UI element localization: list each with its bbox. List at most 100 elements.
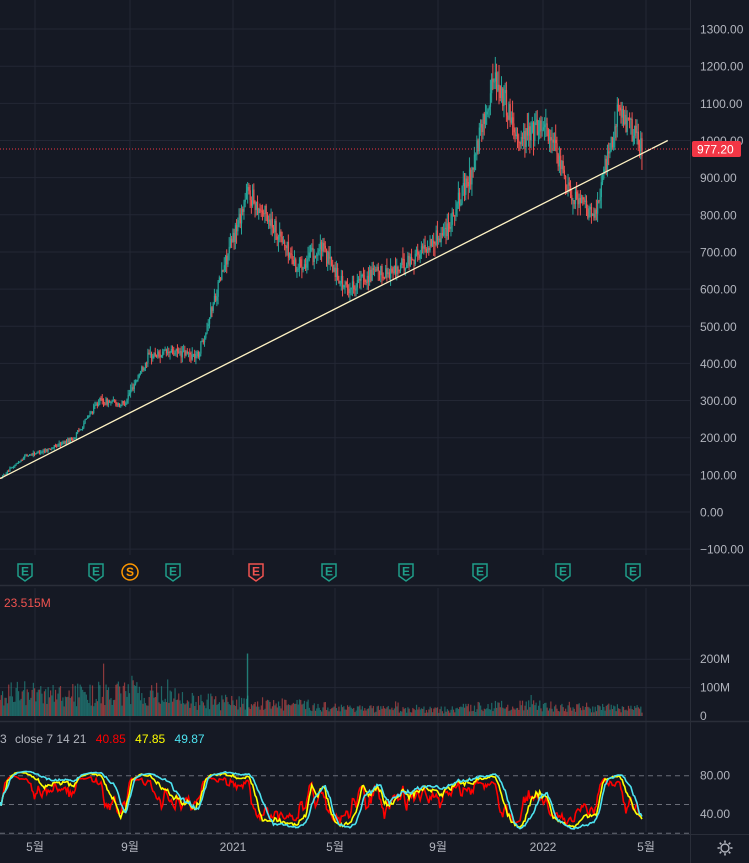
candle-body <box>593 213 595 218</box>
candle-body <box>395 265 397 275</box>
event-label: E <box>629 565 637 579</box>
volume-bar <box>100 703 102 716</box>
volume-bar <box>29 699 31 716</box>
event-marker-E[interactable]: E <box>88 563 104 582</box>
candle-body <box>631 118 633 142</box>
volume-bar <box>523 710 525 716</box>
candle-body <box>330 256 333 265</box>
volume-bar <box>119 686 121 716</box>
candle-body <box>206 325 208 334</box>
candle-body <box>333 267 335 272</box>
candle-body <box>154 352 156 357</box>
volume-bar <box>175 699 177 716</box>
volume-bar <box>584 706 586 716</box>
candle-body <box>10 467 12 469</box>
candle-body <box>266 213 269 222</box>
event-marker-E[interactable]: E <box>321 563 337 582</box>
volume-bar <box>544 702 546 716</box>
candle-body <box>296 269 298 272</box>
volume-bar <box>122 685 124 716</box>
volume-bar <box>194 705 196 716</box>
volume-bar <box>138 686 140 716</box>
event-marker-E[interactable]: E <box>625 563 641 582</box>
candle-body <box>471 167 473 185</box>
volume-bar <box>460 706 462 716</box>
volume-bar <box>438 712 440 716</box>
candle-body <box>404 268 407 271</box>
volume-bar <box>404 708 407 716</box>
volume-bar <box>627 705 630 716</box>
volume-bar <box>590 712 593 716</box>
volume-bar <box>344 709 346 716</box>
time-axis[interactable]: 5월 9월 2021 5월 9월 2022 5월 <box>26 840 655 854</box>
candle-body <box>372 268 375 270</box>
event-marker-S[interactable]: S <box>121 563 139 581</box>
candle-body <box>47 448 49 452</box>
candle-body <box>204 337 206 343</box>
price-axis[interactable]: 1300.001200.001100.001000.00900.00800.00… <box>700 23 744 557</box>
candle-body <box>181 351 184 358</box>
volume-bar <box>598 705 600 716</box>
volume-bar <box>131 675 133 716</box>
volume-bar <box>334 703 336 716</box>
candle-body <box>99 397 101 404</box>
volume-bar <box>609 709 611 716</box>
volume-bar <box>5 697 7 716</box>
earnings-icon <box>17 563 33 582</box>
time-tick-label: 5월 <box>326 840 344 854</box>
candle-body <box>422 246 424 249</box>
candle-body <box>555 139 557 144</box>
volume-bar <box>326 710 328 716</box>
event-marker-E[interactable]: E <box>17 563 33 582</box>
volume-bar <box>396 706 398 716</box>
stoch-pane[interactable]: 3 close 7 14 21 40.85 47.85 49.87 <box>0 732 690 834</box>
volume-bar <box>415 704 418 716</box>
event-marker-E[interactable]: E <box>555 563 571 582</box>
volume-bar <box>605 705 607 716</box>
candle-body <box>605 158 607 173</box>
volume-bar <box>316 708 318 716</box>
candle-body <box>620 110 622 118</box>
candle-body <box>619 107 621 111</box>
candle-body <box>287 241 290 258</box>
volume-bar <box>618 708 620 716</box>
volume-bar <box>339 711 341 716</box>
candle-body <box>457 192 460 204</box>
candle-body <box>183 350 185 352</box>
candle-body <box>70 437 73 440</box>
volume-bar <box>307 699 309 716</box>
candle-body <box>392 271 394 273</box>
volume-bar <box>196 709 198 716</box>
candle-body <box>157 351 159 357</box>
volume-bar <box>351 708 354 716</box>
volume-bar <box>201 701 203 716</box>
volume-bar <box>319 710 322 716</box>
event-marker-E[interactable]: E <box>165 563 181 582</box>
volume-bar <box>493 708 495 716</box>
candle-body <box>290 253 292 255</box>
volume-bar <box>41 693 43 716</box>
volume-bar <box>147 705 149 716</box>
gear-tooth <box>728 851 731 854</box>
volume-bar <box>314 710 317 716</box>
volume-bar <box>53 701 55 716</box>
settings-gear-icon[interactable] <box>717 840 733 856</box>
volume-bar <box>84 691 86 716</box>
event-marker-E[interactable]: E <box>248 563 264 582</box>
event-marker-E[interactable]: E <box>472 563 488 582</box>
candle-body <box>22 458 25 460</box>
volume-bar <box>555 704 557 716</box>
trendline[interactable] <box>0 139 669 480</box>
candle-body <box>149 353 152 355</box>
time-tick-label: 9월 <box>121 840 139 854</box>
candle-body <box>361 274 363 276</box>
volume-bar <box>197 696 200 716</box>
volume-bar <box>641 712 643 716</box>
volume-bar <box>213 699 216 716</box>
event-marker-E[interactable]: E <box>398 563 414 582</box>
volume-pane[interactable]: 23.515M <box>0 596 643 716</box>
volume-bar <box>602 703 604 716</box>
volume-bar <box>241 697 243 716</box>
candle-body <box>496 72 498 91</box>
